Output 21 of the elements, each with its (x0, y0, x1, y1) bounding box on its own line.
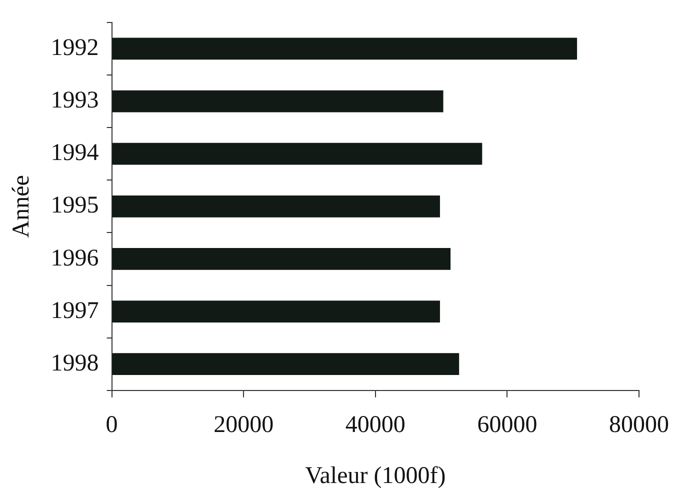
bar (112, 142, 482, 165)
bar (112, 90, 444, 112)
x-tick-label: 60000 (477, 412, 538, 438)
y-tick-label: 1995 (50, 192, 99, 219)
x-tick-label: 80000 (609, 412, 669, 438)
x-tick-label: 40000 (345, 412, 406, 438)
y-tick-label: 1996 (50, 245, 99, 272)
y-axis-title: Année (8, 175, 35, 238)
bar (112, 38, 578, 60)
y-tick-label: 1992 (50, 34, 99, 61)
y-tick-label: 1998 (50, 350, 99, 376)
y-tick-label: 1997 (50, 298, 99, 324)
bar (112, 195, 440, 218)
y-tick-label: 1993 (50, 88, 99, 114)
x-axis-title: Valeur (1000f) (305, 462, 446, 489)
bar (112, 353, 460, 376)
bar (112, 248, 451, 270)
bar (112, 300, 440, 322)
y-tick-label: 1994 (50, 140, 99, 166)
x-tick-label: 20000 (214, 412, 274, 438)
x-tick-label: 0 (106, 412, 118, 438)
